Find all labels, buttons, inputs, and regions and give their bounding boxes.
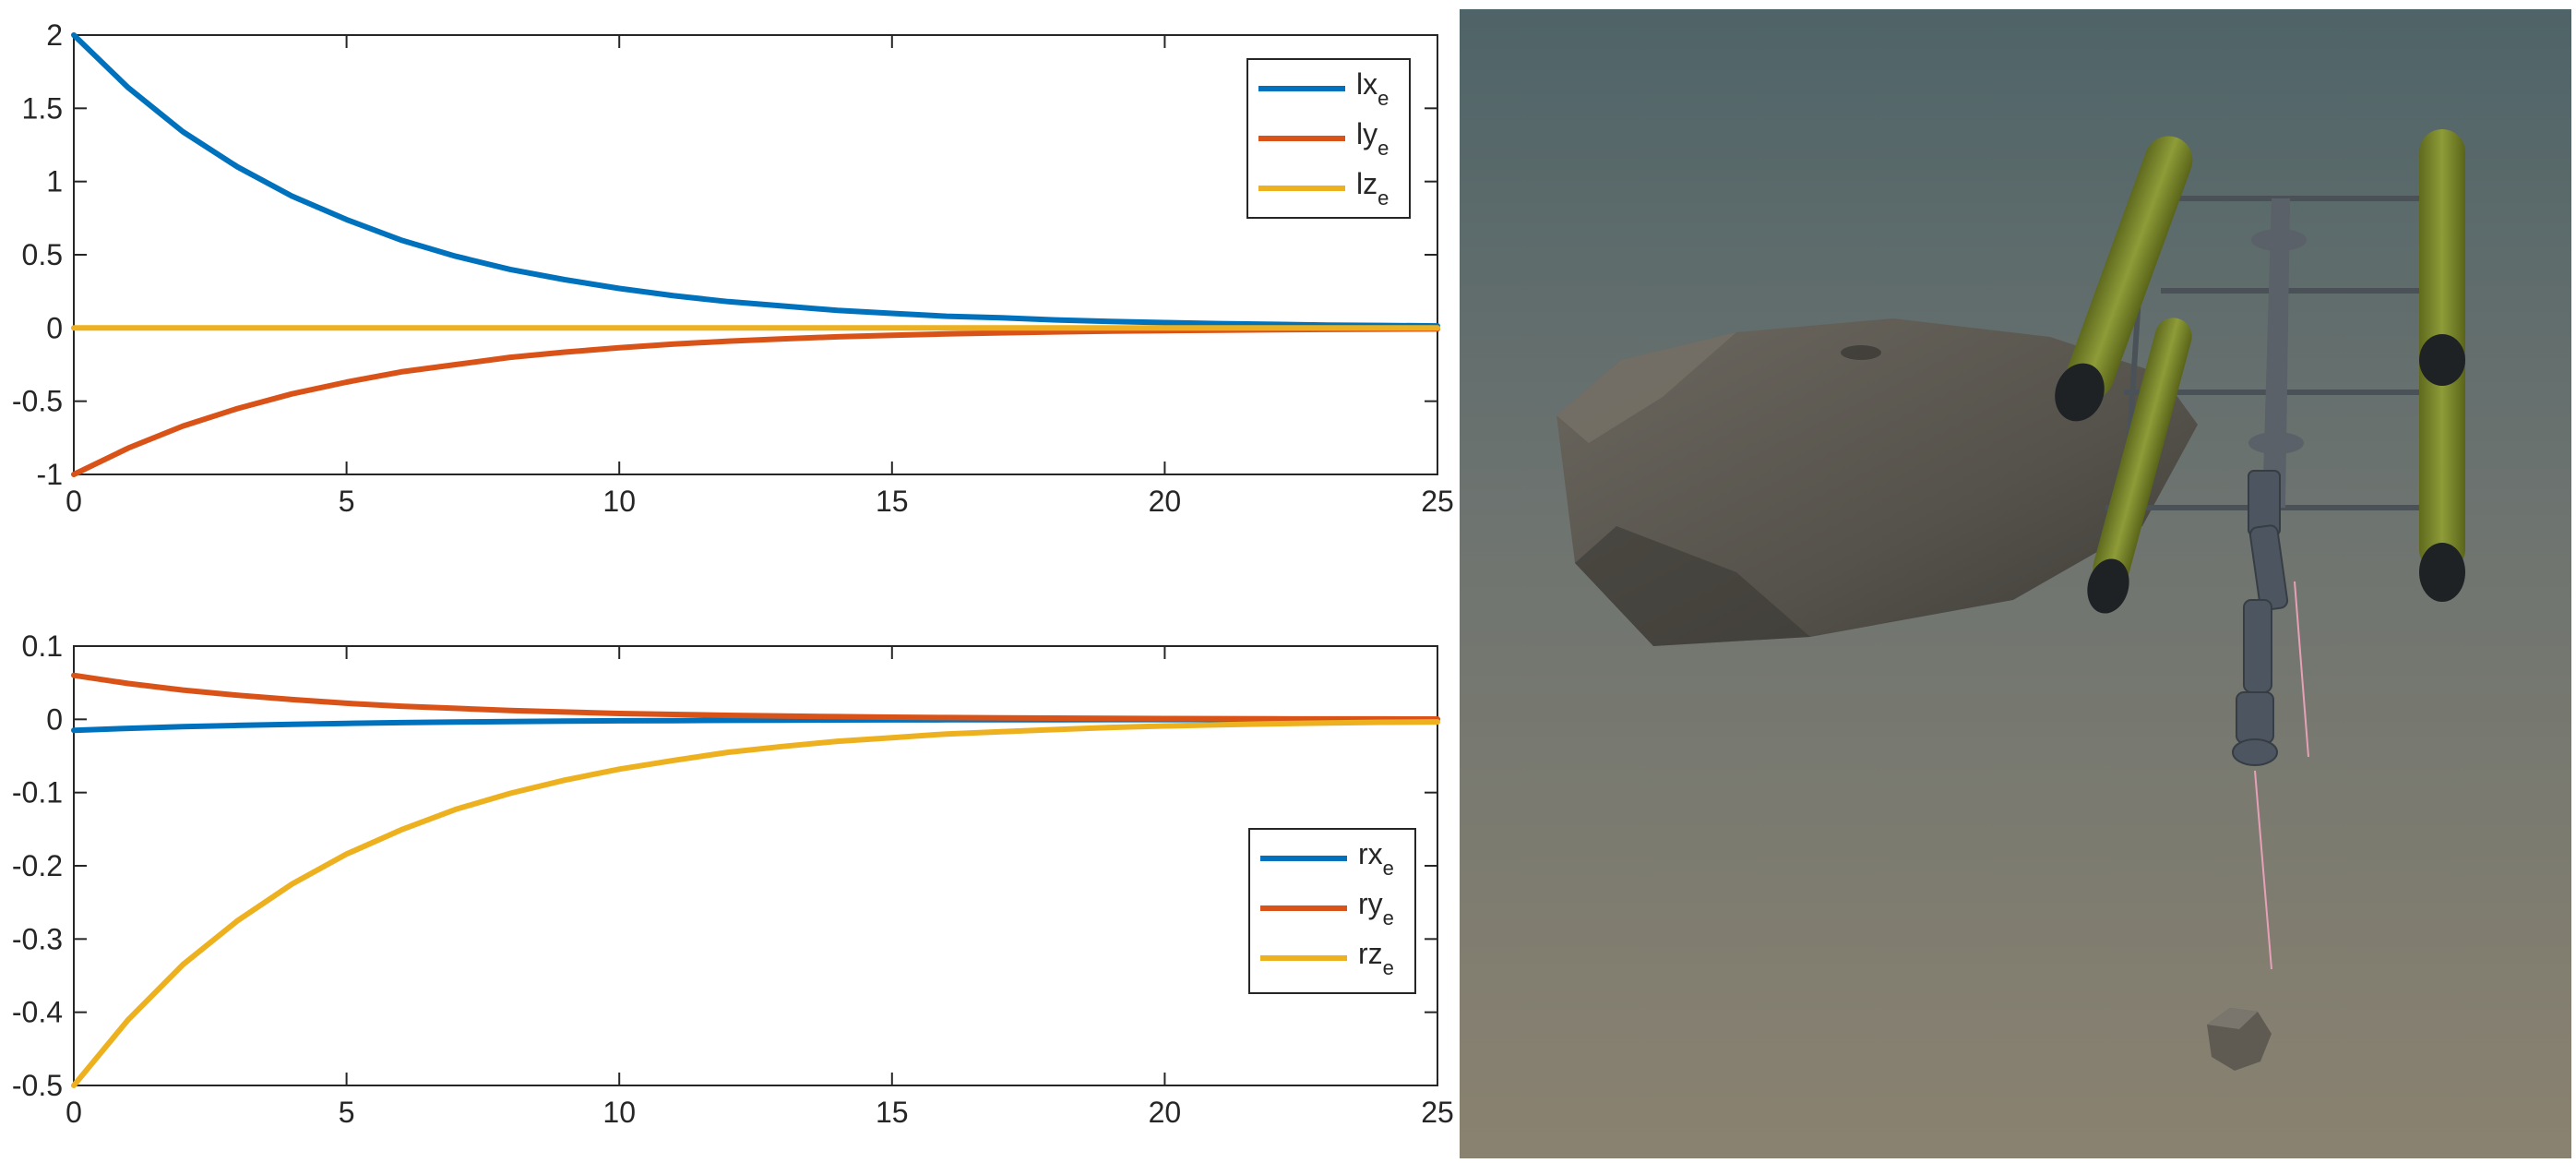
x-tick-label: 10 xyxy=(602,485,636,518)
float-left-upper xyxy=(2055,136,2193,422)
y-tick-label: -0.3 xyxy=(12,922,63,955)
plot-area xyxy=(73,645,1438,1086)
y-tick-label: -0.4 xyxy=(12,996,63,1029)
x-tick-label: 25 xyxy=(1421,1096,1454,1129)
y-tick-label: 0 xyxy=(46,702,63,736)
series-line-rz xyxy=(71,719,1440,1088)
x-tick-label: 0 xyxy=(66,1096,82,1129)
y-tick-label: 1.5 xyxy=(22,91,63,125)
x-tick-label: 0 xyxy=(66,485,82,518)
x-tick-label: 5 xyxy=(339,485,355,518)
y-tick-label: 0.1 xyxy=(22,629,63,663)
laser-beams xyxy=(2254,581,2309,970)
series-line-ry xyxy=(71,672,1440,722)
x-tick-label: 5 xyxy=(339,1096,355,1129)
y-tick-label: -1 xyxy=(37,458,63,491)
series-line-lx xyxy=(71,32,1440,330)
y-tick-label: 0 xyxy=(46,311,63,344)
x-tick-label: 20 xyxy=(1149,485,1182,518)
y-tick-label: -0.5 xyxy=(12,385,63,418)
legend-label-lz: lze xyxy=(1356,167,1389,210)
y-tick-label: 2 xyxy=(46,18,63,52)
chart-top: 0 5 10 15 20 25 -1 -0.5 0 0.5 1 1.5 2 lxe lye lze xyxy=(12,18,1454,518)
small-rock xyxy=(2207,1008,2272,1071)
manipulator-arm xyxy=(2232,470,2289,766)
legend-label-ly: lye xyxy=(1356,117,1389,160)
float-left-lower xyxy=(2087,318,2192,614)
y-tick-label: 0.5 xyxy=(22,238,63,271)
legend-label-rz: rze xyxy=(1358,937,1394,979)
y-tick-label: -0.1 xyxy=(12,776,63,809)
x-tick-label: 15 xyxy=(876,1096,909,1129)
x-tick-label: 10 xyxy=(602,1096,636,1129)
large-rock xyxy=(1556,318,2198,646)
chart-bottom: 0 5 10 15 20 25 -0.5 -0.4 -0.3 -0.2 -0.1 0 0.1 rxe rye… xyxy=(12,629,1454,1129)
x-tick-label: 25 xyxy=(1421,485,1454,518)
x-tick-label: 20 xyxy=(1149,1096,1182,1129)
y-tick-label: 1 xyxy=(46,165,63,198)
simulation-scene xyxy=(1460,9,2571,1158)
x-tick-label: 15 xyxy=(876,485,909,518)
y-tick-label: -0.2 xyxy=(12,849,63,882)
y-tick-label: -0.5 xyxy=(12,1069,63,1102)
legend-label-ry: rye xyxy=(1358,887,1394,929)
plot-area xyxy=(73,34,1438,475)
legend-label-rx: rxe xyxy=(1358,837,1394,880)
float-right xyxy=(2419,129,2465,602)
center-spine xyxy=(2248,198,2307,508)
legend-label-lx: lxe xyxy=(1356,67,1389,110)
